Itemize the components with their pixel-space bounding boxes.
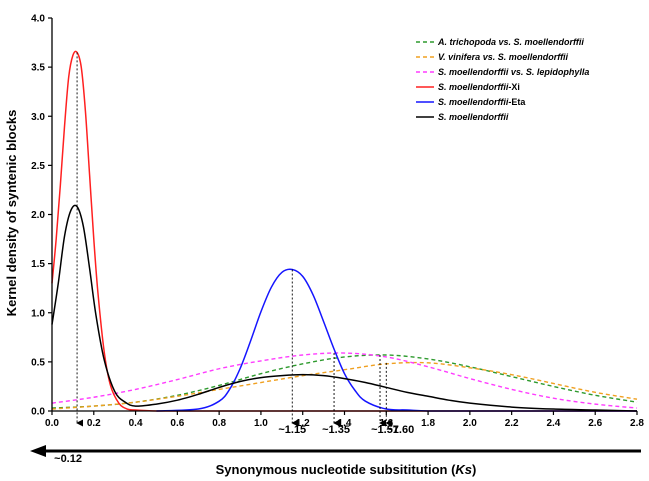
x-tick-label: 2.2: [505, 418, 519, 429]
legend-entry: A. trichopoda vs. S. moellendorffii: [437, 37, 584, 47]
y-tick-label: 0.5: [31, 357, 45, 368]
y-tick-label: 1.5: [31, 259, 45, 270]
series-line-5: [51, 204, 638, 412]
legend-entry-part: S. moellendorffii: [438, 82, 509, 92]
axes: 0.0 0.5 1.0 1.5 2.0 2.5 3.0 3.5 4.0 0.0 0.2 0.4 0.6 0…: [31, 14, 644, 430]
series-line-4: [156, 268, 637, 412]
x-tick-label: 1.2: [296, 418, 310, 429]
legend-entry: S. moellendorffii vs. S. lepidophylla: [438, 67, 589, 77]
legend-entry: S. moellendorffii-Xi: [438, 82, 520, 92]
x-tick-label: 1.0: [254, 418, 268, 429]
peak-label: ~0.12: [54, 453, 82, 465]
y-tick-label: 2.5: [31, 161, 45, 172]
series-line-0: [51, 354, 638, 409]
x-axis-title: Synonymous nucleotide subsititution (Ks): [216, 462, 477, 477]
y-tick-label: 1.0: [31, 308, 45, 319]
legend-entry: S. moellendorffii: [438, 112, 509, 122]
y-tick-label: 4.0: [31, 14, 45, 25]
legend-entry: V. vinifera vs. S. moellendorffii: [438, 52, 569, 62]
legend-entry-part: -Eta: [508, 97, 526, 107]
series-line-2: [51, 352, 638, 409]
legend-entry-part: vs.: [496, 37, 514, 47]
peak-label: ~1.57: [371, 424, 399, 436]
series-line-1: [51, 361, 638, 410]
y-tick-label: 2.0: [31, 210, 45, 221]
y-tick-label: 3.0: [31, 112, 45, 123]
x-tick-label: 2.8: [630, 418, 644, 429]
x-tick-label: 0.0: [45, 418, 59, 429]
legend-entry-part: A. trichopoda: [437, 37, 496, 47]
peak-annotations: ~0.12 ~1.15 ~1.35 ~1.57~1.60: [30, 52, 641, 465]
legend-entry-part: vs.: [508, 67, 526, 77]
x-tick-label: 2.4: [546, 418, 560, 429]
x-axis-title-part: Synonymous nucleotide subsititution (: [216, 462, 456, 477]
peak-label: ~1.35: [322, 424, 350, 436]
x-tick-label: 1.8: [421, 418, 435, 429]
legend-entry-part: S. lepidophylla: [526, 67, 590, 77]
x-axis-title-part: ): [472, 462, 476, 477]
legend-entry-part: S. moellendorffii: [514, 37, 585, 47]
plot-area: [51, 50, 638, 412]
x-tick-label: 2.0: [463, 418, 477, 429]
x-axis-title-part: Ks: [455, 462, 472, 477]
x-tick-label: 2.6: [588, 418, 602, 429]
legend-entry-part: S. moellendorffii: [438, 112, 509, 122]
legend-entry: S. moellendorffii-Eta: [438, 97, 526, 107]
legend-entry-part: -Xi: [508, 82, 520, 92]
legend-entry-part: V. vinifera: [438, 52, 480, 62]
x-tick-label: 0.2: [87, 418, 101, 429]
y-axis-title: Kernel density of syntenic blocks: [4, 110, 19, 317]
x-tick-label: 1.4: [338, 418, 352, 429]
y-tick-label: 3.5: [31, 63, 45, 74]
x-tick-label: 0.8: [212, 418, 226, 429]
legend-entry-part: S. moellendorffii: [438, 97, 509, 107]
peak-label: ~1.15: [278, 424, 306, 436]
x-tick-label: 0.6: [170, 418, 184, 429]
legend-entry-part: S. moellendorffii: [438, 67, 509, 77]
legend-entry-part: vs.: [480, 52, 498, 62]
ks-arrow-head: [30, 445, 46, 457]
legend-entry-part: S. moellendorffii: [498, 52, 569, 62]
x-tick-label: 0.4: [129, 418, 143, 429]
y-tick-label: 0.0: [31, 407, 45, 418]
peak-label: ~1.60: [386, 424, 414, 436]
